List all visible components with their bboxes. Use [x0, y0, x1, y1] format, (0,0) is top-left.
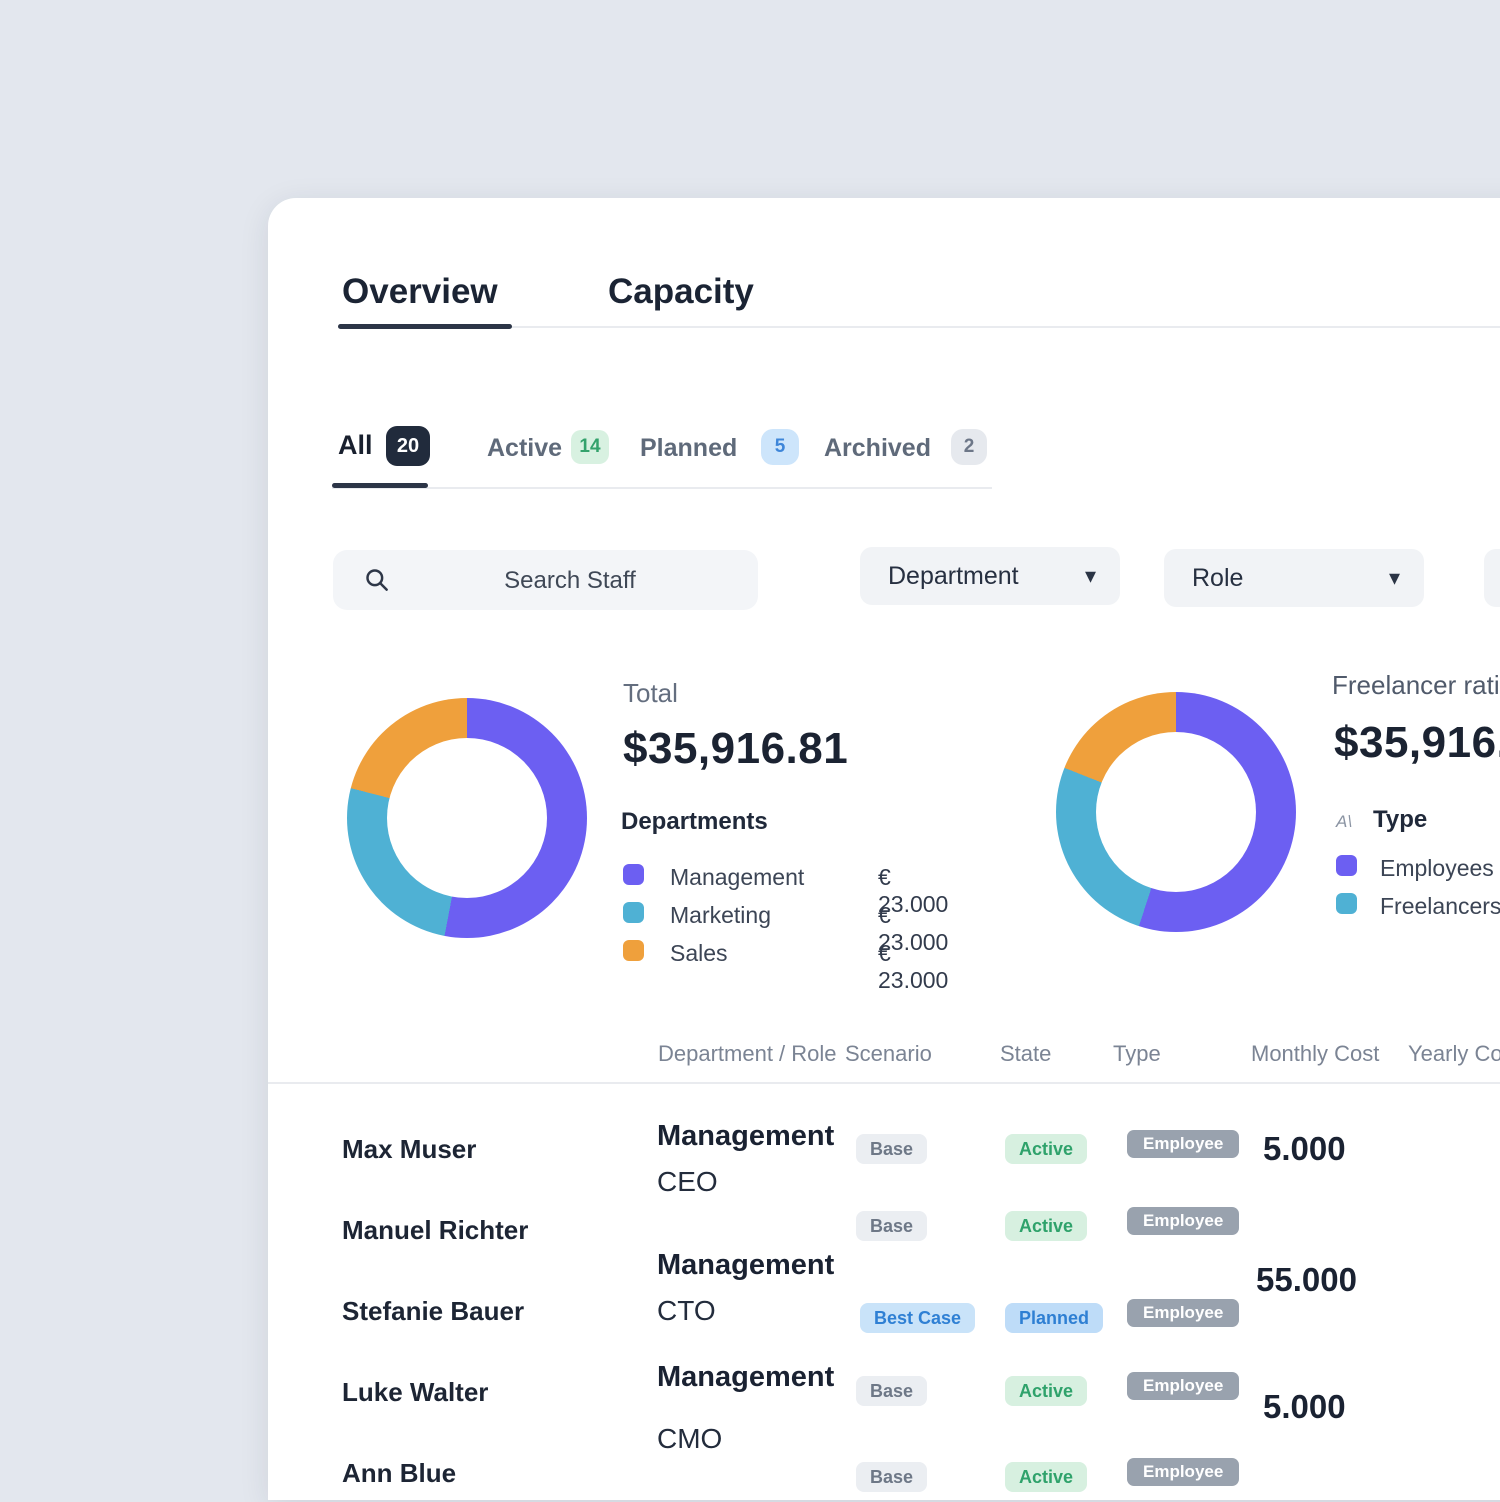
- legend-value: € 23.000: [878, 902, 949, 955]
- column-header-monthly-cost[interactable]: Monthly Cost: [1251, 1041, 1380, 1066]
- chevron-down-icon: ▾: [1084, 563, 1096, 588]
- staff-role: CEO: [657, 1166, 718, 1197]
- legend-swatch: [1336, 893, 1357, 914]
- scenario-badge: Base: [856, 1462, 928, 1492]
- search-icon: [363, 566, 390, 598]
- filter-tab-all-underline: [332, 483, 428, 488]
- filter-tab-all-count: 20: [386, 426, 430, 466]
- column-header-state[interactable]: State: [1000, 1041, 1052, 1066]
- total-value: $35,916.81: [623, 724, 849, 773]
- staff-name: Manuel Richter: [342, 1215, 529, 1245]
- type-badge: Employee: [1127, 1372, 1240, 1400]
- type-icon: A\: [1336, 812, 1353, 831]
- filter-tab-planned[interactable]: Planned: [640, 434, 738, 462]
- state-badge: Active: [1005, 1376, 1088, 1406]
- state-badge: Active: [1005, 1134, 1088, 1164]
- search-input[interactable]: [393, 550, 747, 612]
- filter-tab-active-count: 14: [571, 430, 609, 464]
- tab-overview-underline: [338, 324, 512, 329]
- monthly-cost: 5.000: [1263, 1388, 1346, 1425]
- column-header-yearly-cost[interactable]: Yearly Cost: [1408, 1041, 1500, 1066]
- tab-capacity[interactable]: Capacity: [608, 272, 754, 311]
- legend-value: € 23.000: [878, 864, 949, 917]
- staff-role: CTO: [657, 1295, 716, 1326]
- staff-department: Management: [657, 1361, 835, 1393]
- freelancer-ratio-label: Freelancer ratio: [1332, 670, 1500, 700]
- extra-dropdown-partial[interactable]: [1484, 549, 1500, 607]
- tab-overview[interactable]: Overview: [342, 272, 498, 311]
- legend-swatch: [1336, 855, 1357, 876]
- column-header-department-role[interactable]: Department / Role: [658, 1041, 837, 1066]
- legend-swatch: [623, 940, 644, 961]
- search-box[interactable]: [333, 550, 758, 612]
- freelancer-ratio-value: $35,916.81: [1334, 718, 1500, 767]
- scenario-badge: Base: [856, 1134, 928, 1164]
- role-dropdown[interactable]: Role ▾: [1164, 549, 1424, 607]
- scenario-badge: Best Case: [860, 1303, 976, 1333]
- staff-name: Ann Blue: [342, 1458, 457, 1488]
- filter-tab-archived-count: 2: [951, 429, 987, 465]
- filter-tab-planned-count: 5: [761, 429, 799, 465]
- state-badge: Active: [1005, 1211, 1088, 1241]
- table-row[interactable]: Ann Blue Base Active Employee: [268, 1442, 1500, 1502]
- grouped-department-cell: Management CTO 55.000: [268, 1243, 1500, 1343]
- legend-label: Employees: [1380, 855, 1494, 881]
- column-header-type[interactable]: Type: [1113, 1041, 1161, 1066]
- freelancer-ratio-donut-chart: [1056, 692, 1296, 932]
- legend-label: Marketing: [670, 902, 771, 928]
- department-dropdown[interactable]: Department ▾: [860, 547, 1120, 605]
- type-badge: Employee: [1127, 1299, 1240, 1327]
- type-badge: Employee: [1127, 1207, 1240, 1235]
- table-row[interactable]: Luke Walter Management CMO Base Active E…: [268, 1361, 1500, 1471]
- type-badge: Employee: [1127, 1458, 1240, 1486]
- departments-donut-chart: [347, 698, 587, 938]
- scenario-badge: Base: [856, 1376, 928, 1406]
- main-panel: Overview Capacity All 20 Active 14 Plann…: [268, 198, 1500, 1500]
- filter-tab-all[interactable]: All: [338, 430, 373, 460]
- monthly-cost: 5.000: [1263, 1130, 1346, 1167]
- total-label: Total: [623, 678, 678, 708]
- table-row[interactable]: Stefanie Bauer Best Case Planned Employe…: [268, 1280, 1500, 1340]
- type-badge: Employee: [1127, 1130, 1240, 1158]
- legend-label: Management: [670, 864, 805, 890]
- type-legend-title: Type: [1373, 806, 1428, 833]
- state-badge: Planned: [1005, 1303, 1104, 1333]
- scenario-badge: Base: [856, 1211, 928, 1241]
- table-header-divider: [268, 1082, 1500, 1084]
- monthly-cost: 55.000: [1256, 1261, 1357, 1298]
- filter-tab-active[interactable]: Active: [487, 434, 563, 462]
- staff-department: Management: [657, 1120, 835, 1152]
- header-divider: [338, 326, 1500, 328]
- filter-tabs-divider: [332, 487, 992, 489]
- staff-department: Management: [657, 1249, 835, 1281]
- filter-tab-archived[interactable]: Archived: [824, 434, 931, 462]
- state-badge: Active: [1005, 1462, 1088, 1492]
- staff-role: CMO: [657, 1423, 723, 1454]
- column-header-scenario[interactable]: Scenario: [845, 1041, 932, 1066]
- department-dropdown-label: Department: [888, 561, 1019, 590]
- legend-swatch: [623, 902, 644, 923]
- chevron-down-icon: ▾: [1388, 565, 1400, 590]
- staff-name: Stefanie Bauer: [342, 1296, 525, 1326]
- legend-value: € 23.000: [878, 940, 949, 993]
- staff-name: Max Muser: [342, 1134, 477, 1164]
- staff-name: Luke Walter: [342, 1377, 489, 1407]
- table-row[interactable]: Manuel Richter Base Active Employee: [268, 1199, 1500, 1259]
- legend-label: Freelancers: [1380, 893, 1500, 919]
- departments-legend-title: Departments: [621, 808, 768, 835]
- role-dropdown-label: Role: [1192, 563, 1244, 592]
- table-row[interactable]: Max Muser Management CEO Base Active Emp…: [268, 1118, 1500, 1210]
- legend-label: Sales: [670, 940, 728, 966]
- legend-swatch: [623, 864, 644, 885]
